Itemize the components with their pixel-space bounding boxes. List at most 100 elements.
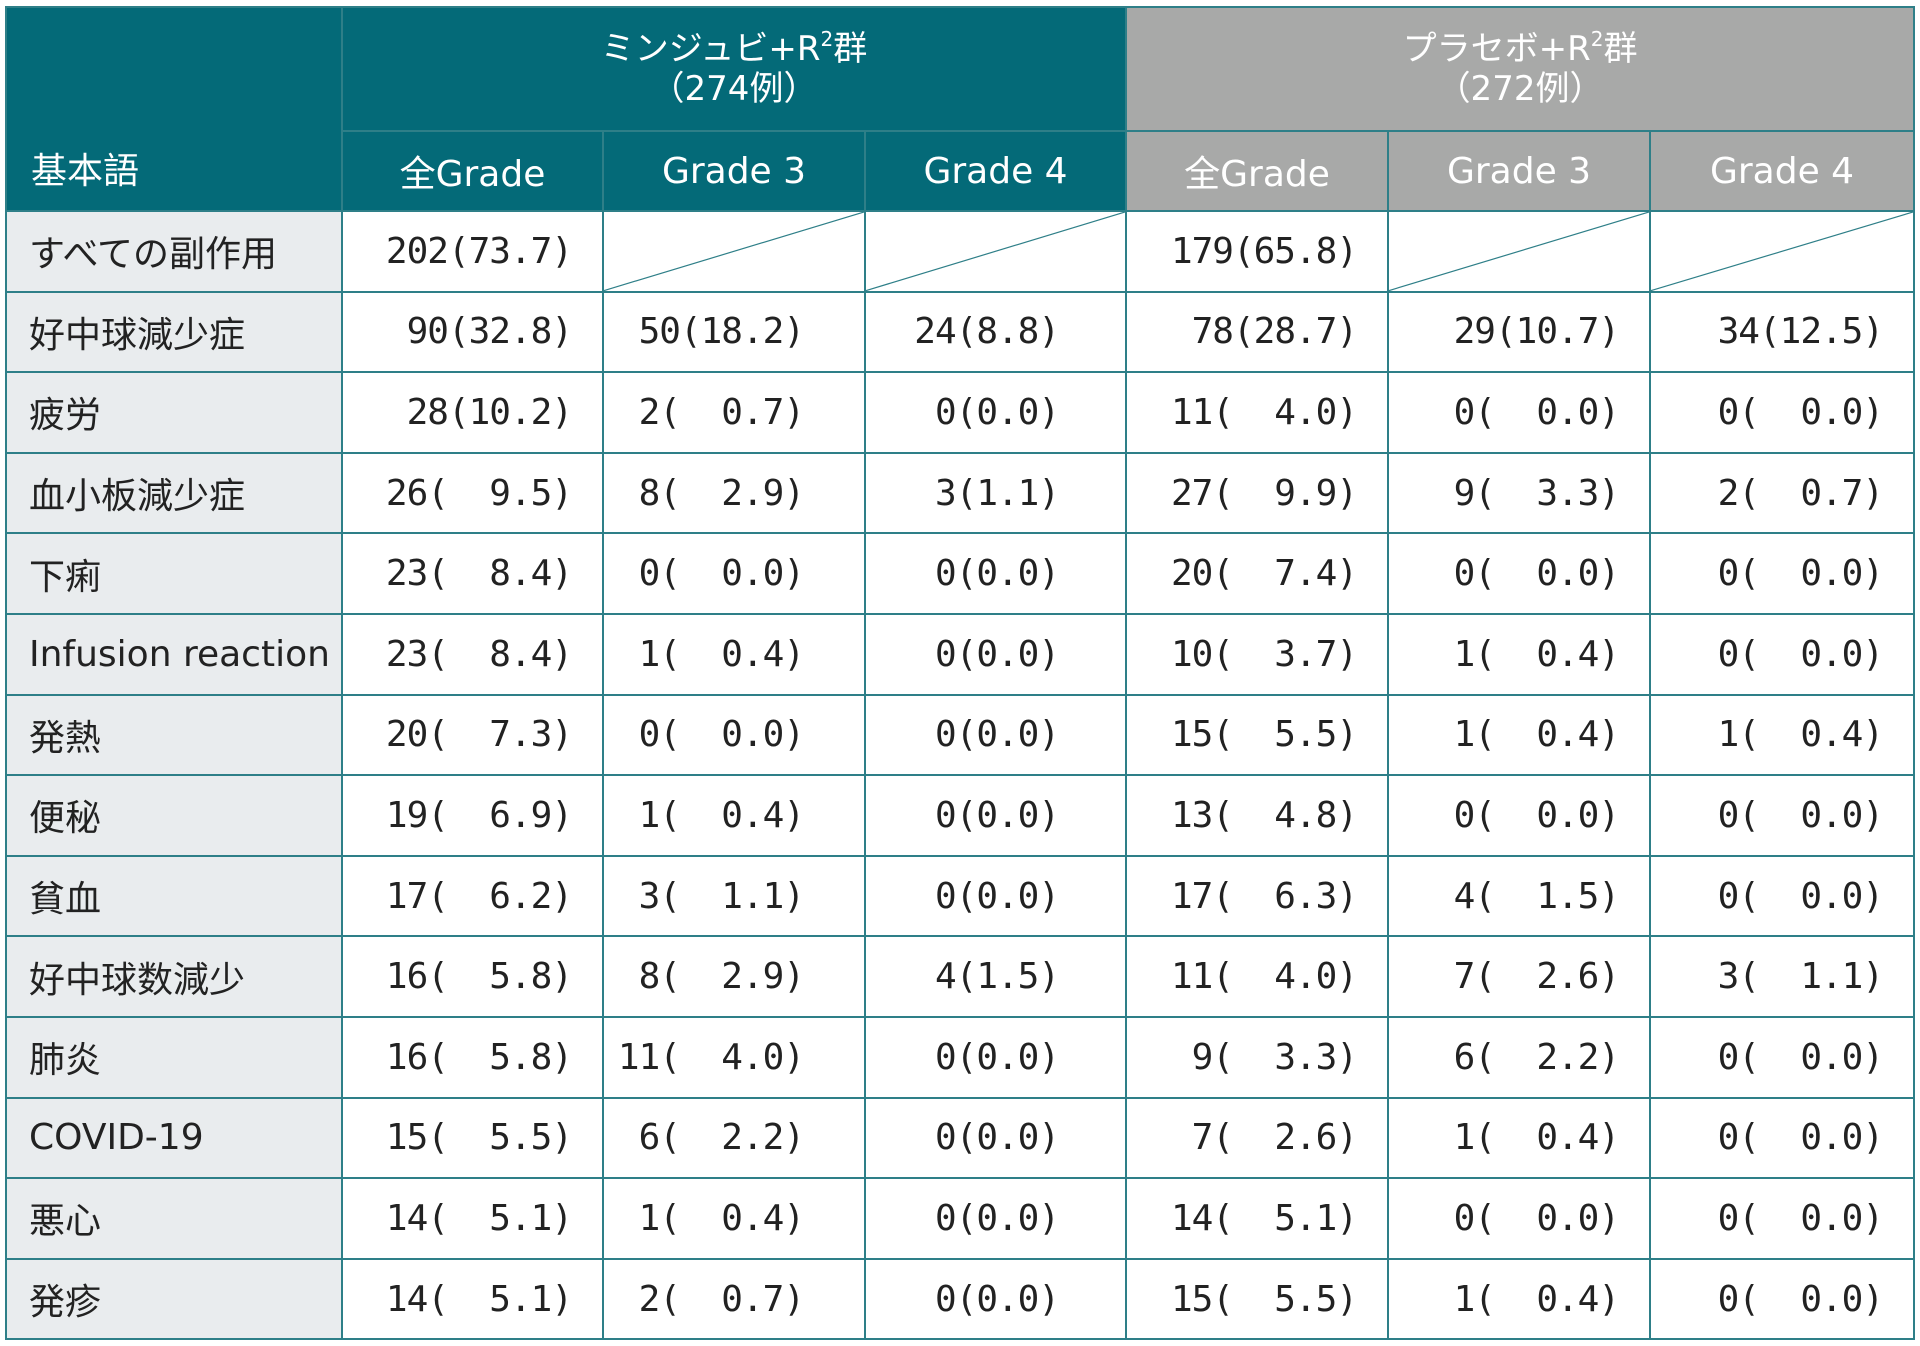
group2-count: （272例） [1436, 69, 1604, 109]
value-cell: 11( 4.0) [1125, 935, 1390, 1018]
table-row: Infusion reaction 23( 8.4) 1( 0.4) 0(0.0) 10… [5, 612, 1916, 696]
value-cell: 202(73.7) [341, 210, 604, 293]
value-cell: 26( 9.5) [341, 451, 604, 535]
value-cell: 0( 0.0) [602, 693, 866, 777]
diagonal-slash [866, 212, 1125, 291]
table-row: 悪心 14( 5.1) 1( 0.4) 0(0.0) 14( 5.1) 0( 0.0) 0(… [5, 1177, 1916, 1260]
value-cell: 0( 0.0) [1649, 612, 1916, 696]
table-row: 発熱 20( 7.3) 0( 0.0) 0(0.0) 15( 5.5) 1( 0.4) 1(… [5, 693, 1916, 777]
value-cell: 24(8.8) [863, 290, 1128, 374]
grade-header-g1-all: 全Grade [341, 130, 604, 212]
term-cell: 血小板減少症 [5, 451, 343, 535]
grade-header-g1-3: Grade 3 [602, 130, 866, 212]
value-cell: 0( 0.0) [602, 532, 866, 615]
value-cell: 3( 1.1) [1649, 935, 1916, 1018]
value-cell: 0(0.0) [863, 693, 1128, 777]
value-cell: 7( 2.6) [1387, 935, 1652, 1018]
table-row: 血小板減少症 26( 9.5) 8( 2.9) 3(1.1) 27( 9.9) 9( 3.… [5, 451, 1916, 535]
term-cell: 発疹 [5, 1257, 343, 1341]
value-cell: 90(32.8) [341, 290, 604, 374]
term-column-header: 基本語 [5, 6, 343, 212]
table-row: 好中球減少症 90(32.8) 50(18.2) 24(8.8) 78(28.7) 29(… [5, 290, 1916, 374]
value-cell: 0(0.0) [863, 612, 1128, 696]
table-body: すべての副作用 202(73.7) 179(65.8) 好中球減少症 90(32.8) 5… [5, 210, 1916, 1341]
value-cell: 6( 2.2) [602, 1096, 866, 1180]
value-cell: 6( 2.2) [1387, 1015, 1652, 1099]
value-cell: 2( 0.7) [1649, 451, 1916, 535]
value-cell: 50(18.2) [602, 290, 866, 374]
value-cell: 1( 0.4) [1387, 1096, 1652, 1180]
not-applicable-cell [602, 210, 866, 293]
value-cell: 27( 9.9) [1125, 451, 1390, 535]
value-cell: 15( 5.5) [1125, 1257, 1390, 1341]
value-cell: 28(10.2) [341, 371, 604, 454]
diagonal-slash [1389, 212, 1649, 291]
group2-superscript: 2 [1590, 27, 1604, 51]
value-cell: 0(0.0) [863, 854, 1128, 938]
grade-header-g2-3: Grade 3 [1387, 130, 1652, 212]
adverse-reactions-table: 基本語 ミンジュビ+R2群 （274例） プラセボ+R2群 （272例） 全Gr… [5, 6, 1916, 1341]
table-row: 貧血 17( 6.2) 3( 1.1) 0(0.0) 17( 6.3) 4( 1.5) 0(… [5, 854, 1916, 938]
value-cell: 0(0.0) [863, 1096, 1128, 1180]
table-row: 発疹 14( 5.1) 2( 0.7) 0(0.0) 15( 5.5) 1( 0.4) 0(… [5, 1257, 1916, 1341]
value-cell: 1( 0.4) [1387, 1257, 1652, 1341]
not-applicable-cell [1387, 210, 1652, 293]
term-cell: 発熱 [5, 693, 343, 777]
value-cell: 17( 6.3) [1125, 854, 1390, 938]
value-cell: 9( 3.3) [1387, 451, 1652, 535]
diagonal-slash [604, 212, 864, 291]
value-cell: 0(0.0) [863, 532, 1128, 615]
value-cell: 20( 7.3) [341, 693, 604, 777]
value-cell: 15( 5.5) [1125, 693, 1390, 777]
table-row: 疲労 28(10.2) 2( 0.7) 0(0.0) 11( 4.0) 0( 0.0) 0(… [5, 371, 1916, 454]
value-cell: 0( 0.0) [1387, 774, 1652, 857]
value-cell: 4(1.5) [863, 935, 1128, 1018]
term-cell: 悪心 [5, 1177, 343, 1260]
value-cell: 14( 5.1) [1125, 1177, 1390, 1260]
value-cell: 19( 6.9) [341, 774, 604, 857]
value-cell: 34(12.5) [1649, 290, 1916, 374]
grade-header-g2-4: Grade 4 [1649, 130, 1916, 212]
group1-title: ミンジュビ+R [600, 29, 821, 69]
group2-suffix: 群 [1603, 29, 1638, 69]
value-cell: 0(0.0) [863, 1015, 1128, 1099]
value-cell: 0( 0.0) [1649, 371, 1916, 454]
grade-header-g1-4: Grade 4 [863, 130, 1128, 212]
value-cell: 4( 1.5) [1387, 854, 1652, 938]
value-cell: 0(0.0) [863, 1257, 1128, 1341]
value-cell: 3( 1.1) [602, 854, 866, 938]
term-cell: 好中球減少症 [5, 290, 343, 374]
value-cell: 1( 0.4) [1649, 693, 1916, 777]
value-cell: 1( 0.4) [1387, 612, 1652, 696]
value-cell: 14( 5.1) [341, 1257, 604, 1341]
group1-suffix: 群 [833, 29, 868, 69]
value-cell: 1( 0.4) [602, 1177, 866, 1260]
value-cell: 11( 4.0) [602, 1015, 866, 1099]
value-cell: 29(10.7) [1387, 290, 1652, 374]
group-header-placebo: プラセボ+R2群 （272例） [1125, 6, 1916, 132]
value-cell: 23( 8.4) [341, 612, 604, 696]
group-header-minjuvi: ミンジュビ+R2群 （274例） [340, 6, 1128, 132]
value-cell: 179(65.8) [1125, 210, 1390, 293]
table-row: すべての副作用 202(73.7) 179(65.8) [5, 210, 1916, 293]
group1-superscript: 2 [820, 27, 834, 51]
value-cell: 0( 0.0) [1387, 532, 1652, 615]
term-cell: COVID-19 [5, 1096, 343, 1180]
table-row: 便秘 19( 6.9) 1( 0.4) 0(0.0) 13( 4.8) 0( 0.0) 0(… [5, 774, 1916, 857]
term-cell: 貧血 [5, 854, 343, 938]
diagonal-slash [1651, 212, 1913, 291]
value-cell: 9( 3.3) [1125, 1015, 1390, 1099]
term-cell: 肺炎 [5, 1015, 343, 1099]
value-cell: 20( 7.4) [1125, 532, 1390, 615]
value-cell: 0( 0.0) [1649, 1257, 1916, 1341]
value-cell: 1( 0.4) [602, 774, 866, 857]
value-cell: 2( 0.7) [602, 371, 866, 454]
table-row: 下痢 23( 8.4) 0( 0.0) 0(0.0) 20( 7.4) 0( 0.0) 0(… [5, 532, 1916, 615]
grade-header-g2-all: 全Grade [1125, 130, 1390, 212]
term-cell: 下痢 [5, 532, 343, 615]
value-cell: 11( 4.0) [1125, 371, 1390, 454]
term-cell: Infusion reaction [5, 612, 343, 696]
value-cell: 8( 2.9) [602, 451, 866, 535]
term-cell: 便秘 [5, 774, 343, 857]
not-applicable-cell [863, 210, 1128, 293]
